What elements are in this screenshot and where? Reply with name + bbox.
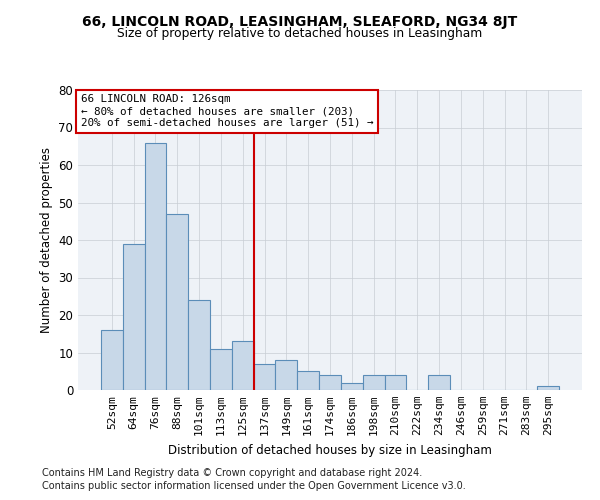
Text: 66 LINCOLN ROAD: 126sqm
← 80% of detached houses are smaller (203)
20% of semi-d: 66 LINCOLN ROAD: 126sqm ← 80% of detache… bbox=[80, 94, 373, 128]
Text: Size of property relative to detached houses in Leasingham: Size of property relative to detached ho… bbox=[118, 28, 482, 40]
Y-axis label: Number of detached properties: Number of detached properties bbox=[40, 147, 53, 333]
Bar bbox=[123, 244, 145, 390]
Bar bbox=[232, 341, 254, 390]
Text: Contains HM Land Registry data © Crown copyright and database right 2024.: Contains HM Land Registry data © Crown c… bbox=[42, 468, 422, 477]
Bar bbox=[145, 142, 166, 390]
Bar bbox=[210, 349, 232, 390]
Text: 66, LINCOLN ROAD, LEASINGHAM, SLEAFORD, NG34 8JT: 66, LINCOLN ROAD, LEASINGHAM, SLEAFORD, … bbox=[82, 15, 518, 29]
Bar bbox=[341, 382, 363, 390]
Bar bbox=[254, 364, 275, 390]
Bar bbox=[101, 330, 123, 390]
Bar bbox=[275, 360, 297, 390]
Text: Contains public sector information licensed under the Open Government Licence v3: Contains public sector information licen… bbox=[42, 481, 466, 491]
Bar bbox=[363, 375, 385, 390]
Bar bbox=[537, 386, 559, 390]
Bar bbox=[166, 214, 188, 390]
Bar bbox=[385, 375, 406, 390]
Bar bbox=[188, 300, 210, 390]
X-axis label: Distribution of detached houses by size in Leasingham: Distribution of detached houses by size … bbox=[168, 444, 492, 456]
Bar bbox=[319, 375, 341, 390]
Bar bbox=[297, 371, 319, 390]
Bar bbox=[428, 375, 450, 390]
